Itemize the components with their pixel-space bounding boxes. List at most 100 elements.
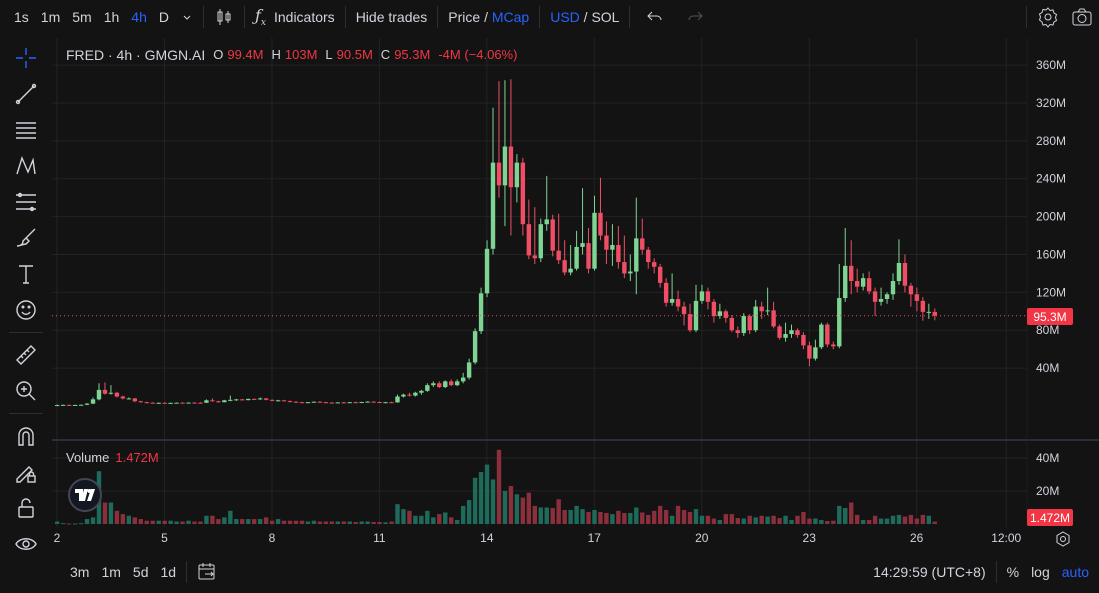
crosshair-icon[interactable] [0,40,52,76]
candle-body [789,330,794,335]
candle-body [819,324,824,348]
low-value: 90.5M [336,47,373,62]
candle-body [628,271,633,274]
currency-toggle[interactable]: USD / SOL [544,3,625,31]
interval-dropdown-chevron-icon[interactable] [175,3,199,31]
volume-bar [460,505,466,524]
pattern-icon[interactable] [0,148,52,184]
price-tick-label: 80M [1036,323,1059,337]
magnet-icon[interactable] [0,418,52,454]
range-5d[interactable]: 5d [132,564,149,580]
emoji-icon[interactable] [0,292,52,328]
volume-bar [305,521,311,524]
volume-bar [60,523,66,525]
volume-bar [108,502,114,524]
redo-icon[interactable] [680,3,710,31]
candle-body [437,383,442,388]
time-tick-label: 20 [695,531,709,545]
zoom-in-icon[interactable] [0,373,52,409]
indicators-button[interactable]: ƒx Indicators [249,3,341,31]
volume-bar [616,510,621,524]
range-3m[interactable]: 3m [70,564,90,580]
candle-body [299,402,305,404]
tradingview-logo[interactable] [68,478,102,512]
volume-bar [711,518,717,524]
hide-trades-button[interactable]: Hide trades [355,9,428,25]
candle-body [234,399,239,401]
settings-gear-icon[interactable] [1031,3,1065,31]
volume-bar [263,517,269,524]
volume-bar [843,507,848,524]
volume-bar [932,521,937,524]
slash: / [579,9,592,25]
volume-bar [162,520,167,524]
high-value: 103M [284,47,318,62]
text-tool-icon[interactable] [0,256,52,292]
volume-bar [114,510,120,524]
range-1d[interactable]: 1d [160,564,177,580]
current-price-label: 95.3M [1027,308,1073,325]
interval-D[interactable]: D [158,9,169,25]
percent-scale-toggle[interactable]: % [1006,564,1020,580]
candle-body [484,248,490,294]
eye-icon[interactable] [0,526,52,562]
volume-bar [174,521,179,524]
unlock-icon[interactable] [0,490,52,526]
candle-body [383,402,388,404]
ruler-icon[interactable] [0,337,52,373]
candle-body [634,238,639,272]
volume-bar [383,522,388,524]
sol-option[interactable]: SOL [591,9,620,25]
undo-icon[interactable] [640,3,670,31]
brush-icon[interactable] [0,220,52,256]
close-key: C [380,47,391,62]
volume-bar [168,520,173,524]
candle-body [508,146,514,188]
low-key: L [325,47,333,62]
candle-body [675,298,681,307]
candle-body [108,392,114,394]
price-option[interactable]: Price [448,9,481,25]
trend-line-icon[interactable] [0,76,52,112]
candle-body [281,400,287,402]
auto-scale-toggle[interactable]: auto [1061,564,1089,580]
volume-bar [55,521,60,524]
interval-1s[interactable]: 1s [14,9,29,25]
interval-5m[interactable]: 5m [72,9,92,25]
candle-style-icon[interactable] [208,3,240,31]
date-range-calendar-icon[interactable] [191,561,223,584]
screenshot-camera-icon[interactable] [1065,3,1099,31]
volume-bar [102,502,108,524]
mcap-option[interactable]: MCap [491,9,530,25]
horizontal-lines-icon[interactable] [0,112,52,148]
volume-bar [425,510,430,524]
interval-1m[interactable]: 1m [40,9,61,25]
candle-body [269,399,275,401]
candle-body [168,402,173,404]
candle-body [478,293,484,332]
price-mcap-toggle[interactable]: Price / MCap [442,3,535,31]
volume-bar [478,472,484,524]
time-axis-settings-icon[interactable] [1054,530,1072,551]
volume-bar [204,515,209,524]
range-1m[interactable]: 1m [101,564,121,580]
time-tick-label: 5 [161,531,168,545]
volume-tick-label: 20M [1036,484,1059,498]
candle-body [538,224,543,259]
open-value: 99.4M [227,47,264,62]
clock-time[interactable]: 14:29:59 (UTC+8) [873,564,986,580]
fib-tool-icon[interactable] [0,184,52,220]
price-tick-label: 240M [1036,172,1066,186]
interval-4h[interactable]: 4h [131,9,147,25]
volume-bar [222,517,227,524]
candle-body [341,402,346,404]
volume-bar [120,514,126,524]
candle-body [604,235,609,250]
volume-bar [78,523,84,525]
log-scale-toggle[interactable]: log [1031,564,1050,580]
volume-bar [663,509,669,524]
interval-1h[interactable]: 1h [103,9,120,25]
lock-drawings-icon[interactable] [0,454,52,490]
usd-option[interactable]: USD [550,9,580,25]
